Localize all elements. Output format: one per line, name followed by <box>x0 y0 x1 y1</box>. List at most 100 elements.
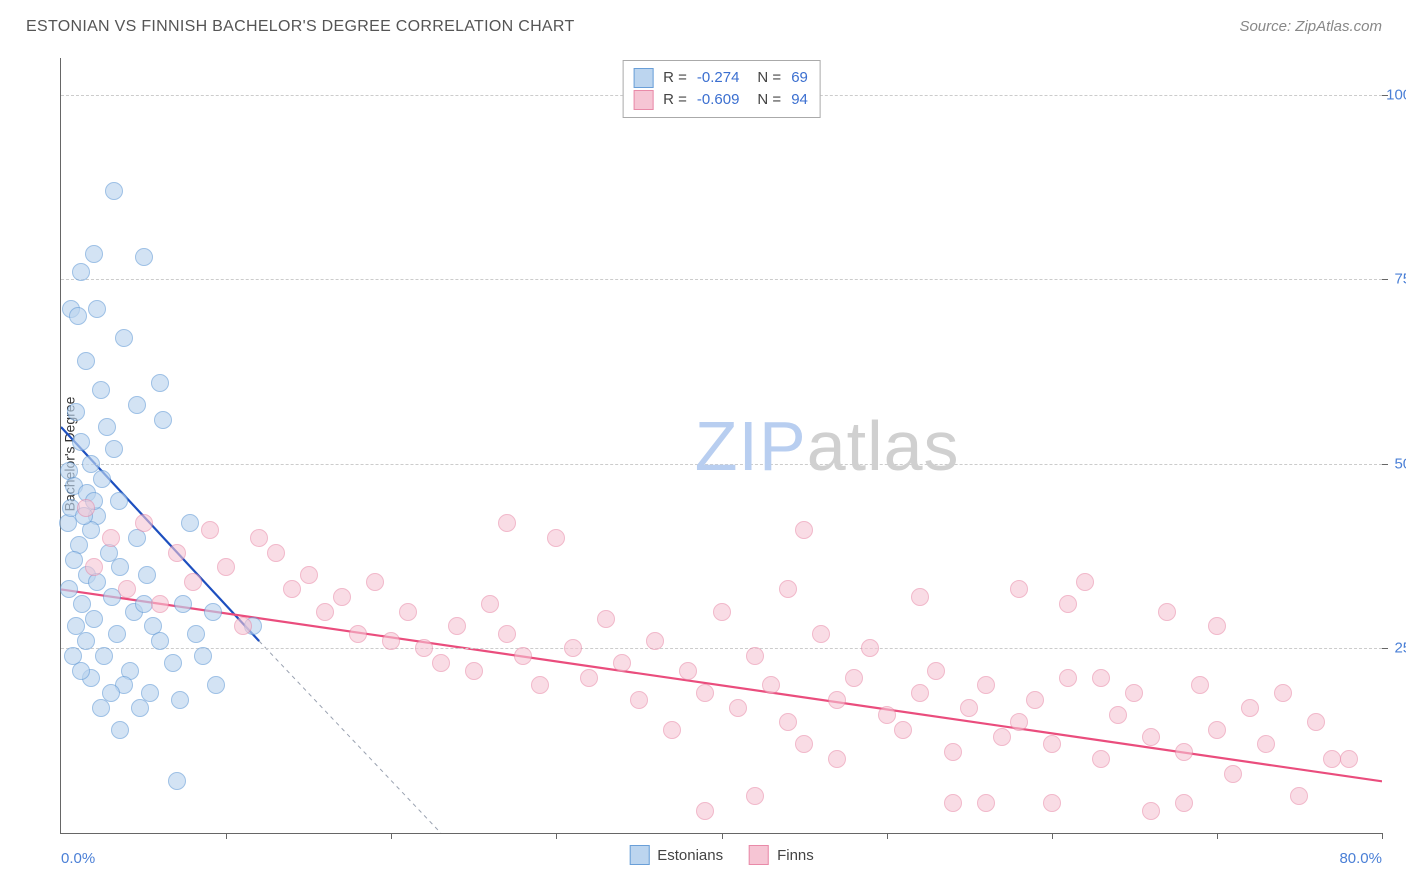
scatter-point-finns <box>878 706 896 724</box>
legend-label-finns: Finns <box>777 847 814 864</box>
scatter-point-estonians <box>111 558 129 576</box>
scatter-point-finns <box>630 691 648 709</box>
scatter-point-finns <box>531 676 549 694</box>
scatter-point-finns <box>168 544 186 562</box>
legend-swatch-finns <box>749 845 769 865</box>
gridline-horizontal <box>61 279 1382 280</box>
scatter-point-finns <box>1290 787 1308 805</box>
plot-area: ZIPatlas R = -0.274 N = 69 R = -0.609 N … <box>60 58 1382 834</box>
scatter-point-estonians <box>92 381 110 399</box>
scatter-point-finns <box>300 566 318 584</box>
scatter-point-estonians <box>128 396 146 414</box>
scatter-point-finns <box>696 684 714 702</box>
source-attribution: Source: ZipAtlas.com <box>1239 18 1382 35</box>
scatter-point-estonians <box>69 307 87 325</box>
scatter-point-finns <box>1175 794 1193 812</box>
scatter-point-finns <box>366 573 384 591</box>
scatter-point-finns <box>283 580 301 598</box>
scatter-point-estonians <box>181 514 199 532</box>
scatter-point-finns <box>779 713 797 731</box>
scatter-point-estonians <box>154 411 172 429</box>
trend-line-extrapolated <box>259 641 441 833</box>
scatter-point-estonians <box>131 699 149 717</box>
scatter-point-estonians <box>115 329 133 347</box>
scatter-point-finns <box>399 603 417 621</box>
scatter-point-finns <box>448 617 466 635</box>
scatter-point-finns <box>1257 735 1275 753</box>
scatter-point-finns <box>1010 713 1028 731</box>
y-tick-mark <box>1382 95 1388 96</box>
stat-r-value-finns: -0.609 <box>697 89 740 111</box>
scatter-point-finns <box>1208 721 1226 739</box>
scatter-point-estonians <box>67 403 85 421</box>
y-tick-label: 25.0% <box>1394 640 1406 657</box>
correlation-row-finns: R = -0.609 N = 94 <box>633 89 808 111</box>
scatter-point-finns <box>1142 728 1160 746</box>
scatter-point-estonians <box>151 632 169 650</box>
x-tick-mark <box>887 833 888 839</box>
scatter-point-finns <box>812 625 830 643</box>
scatter-point-finns <box>679 662 697 680</box>
swatch-finns <box>633 90 653 110</box>
stat-n-value-finns: 94 <box>791 89 808 111</box>
scatter-point-estonians <box>60 580 78 598</box>
watermark: ZIPatlas <box>695 406 960 486</box>
stat-r-label: R = <box>663 89 687 111</box>
scatter-point-estonians <box>110 492 128 510</box>
scatter-point-estonians <box>98 418 116 436</box>
scatter-point-estonians <box>102 684 120 702</box>
scatter-point-finns <box>514 647 532 665</box>
stat-n-value-estonians: 69 <box>791 67 808 89</box>
scatter-point-finns <box>77 499 95 517</box>
scatter-point-finns <box>1158 603 1176 621</box>
scatter-point-finns <box>713 603 731 621</box>
scatter-point-estonians <box>105 440 123 458</box>
scatter-point-estonians <box>105 182 123 200</box>
scatter-point-finns <box>547 529 565 547</box>
y-tick-label: 75.0% <box>1394 271 1406 288</box>
gridline-horizontal <box>61 648 1382 649</box>
scatter-point-finns <box>1307 713 1325 731</box>
scatter-point-finns <box>861 639 879 657</box>
stat-n-label: N = <box>757 67 781 89</box>
scatter-point-finns <box>1175 743 1193 761</box>
scatter-point-finns <box>746 647 764 665</box>
scatter-point-finns <box>1043 794 1061 812</box>
scatter-point-estonians <box>135 248 153 266</box>
scatter-point-finns <box>564 639 582 657</box>
scatter-point-finns <box>1224 765 1242 783</box>
scatter-point-finns <box>465 662 483 680</box>
trend-lines-svg <box>61 58 1382 833</box>
scatter-point-finns <box>1109 706 1127 724</box>
y-tick-mark <box>1382 279 1388 280</box>
scatter-point-estonians <box>72 263 90 281</box>
scatter-point-finns <box>1142 802 1160 820</box>
scatter-point-estonians <box>93 470 111 488</box>
scatter-point-estonians <box>85 610 103 628</box>
scatter-point-estonians <box>77 352 95 370</box>
chart-title: ESTONIAN VS FINNISH BACHELOR'S DEGREE CO… <box>26 18 575 36</box>
scatter-point-estonians <box>108 625 126 643</box>
scatter-point-finns <box>977 794 995 812</box>
scatter-point-estonians <box>72 433 90 451</box>
scatter-point-estonians <box>171 691 189 709</box>
correlation-row-estonians: R = -0.274 N = 69 <box>633 67 808 89</box>
scatter-point-finns <box>646 632 664 650</box>
x-tick-mark <box>722 833 723 839</box>
scatter-point-finns <box>415 639 433 657</box>
watermark-zip: ZIP <box>695 407 807 485</box>
scatter-point-finns <box>1092 750 1110 768</box>
scatter-point-finns <box>1043 735 1061 753</box>
scatter-point-finns <box>184 573 202 591</box>
scatter-point-finns <box>316 603 334 621</box>
scatter-point-estonians <box>85 245 103 263</box>
scatter-point-finns <box>267 544 285 562</box>
scatter-point-finns <box>135 514 153 532</box>
scatter-point-finns <box>960 699 978 717</box>
scatter-point-finns <box>828 691 846 709</box>
scatter-point-finns <box>729 699 747 717</box>
legend-item-finns: Finns <box>749 845 814 865</box>
stat-r-label: R = <box>663 67 687 89</box>
scatter-point-finns <box>597 610 615 628</box>
scatter-point-finns <box>911 588 929 606</box>
